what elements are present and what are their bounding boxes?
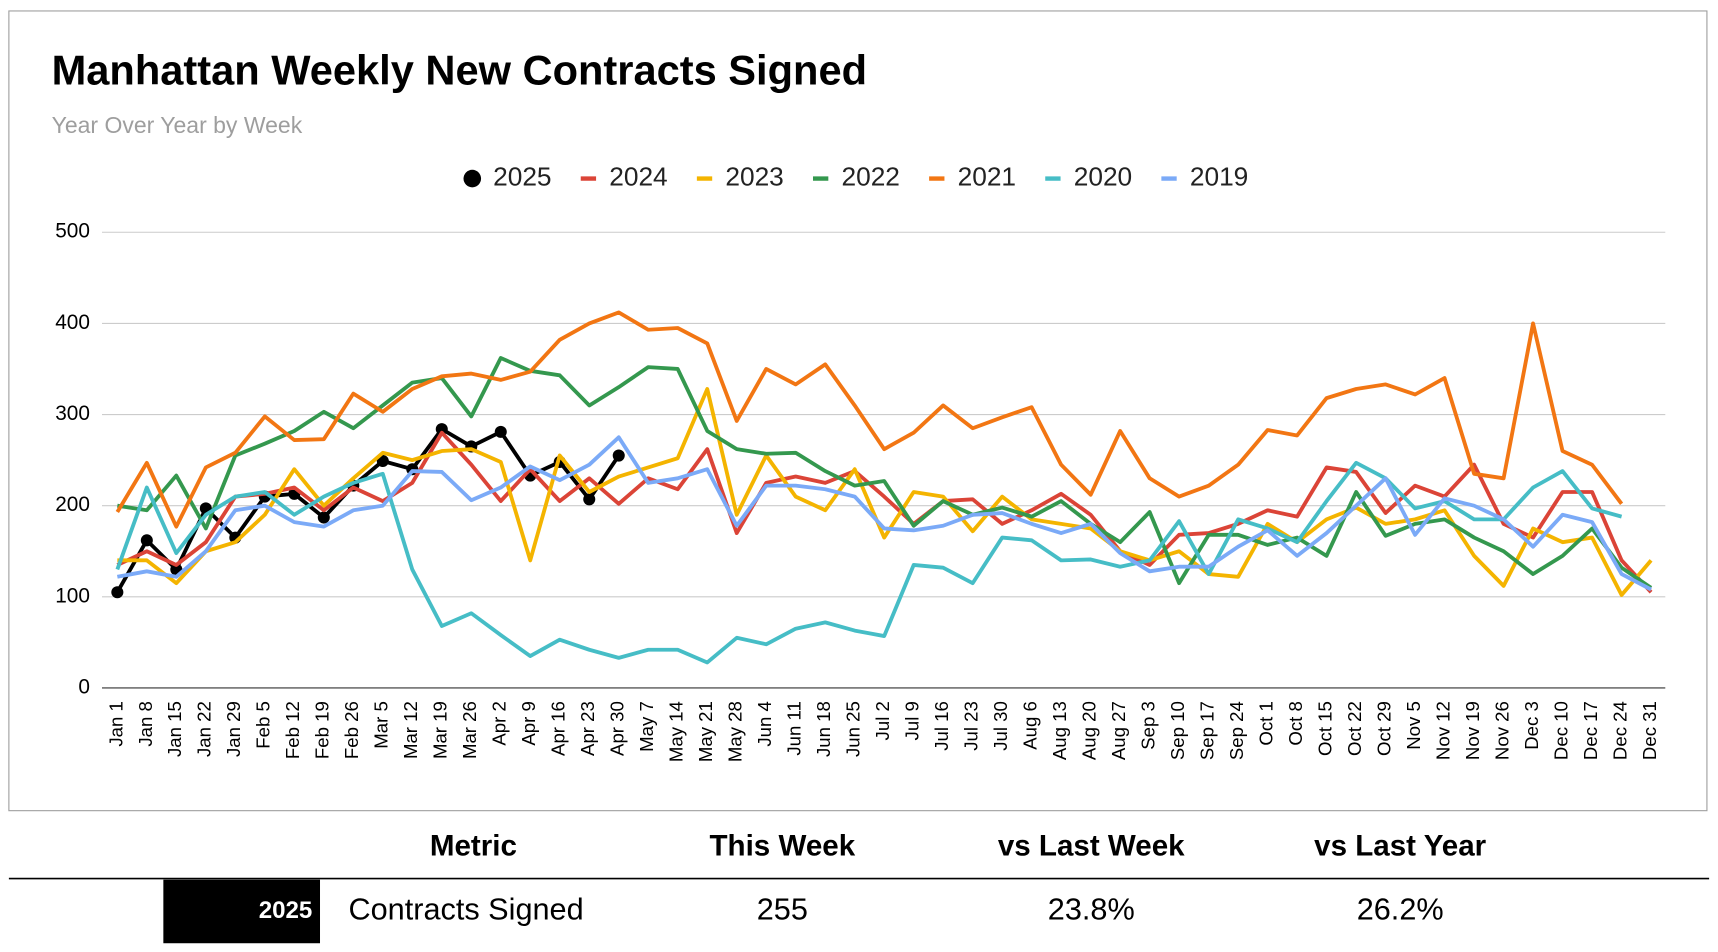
table-header: vs Last Year [1314, 830, 1487, 863]
x-tick-label: Nov 26 [1492, 701, 1513, 760]
table-header: vs Last Week [998, 830, 1185, 863]
legend-label: 2020 [1074, 162, 1132, 192]
x-tick-label: Dec 24 [1609, 701, 1630, 760]
x-tick-label: Feb 12 [282, 701, 303, 759]
x-tick-label: Aug 6 [1020, 701, 1041, 750]
x-tick-label: Jun 25 [843, 701, 864, 757]
x-tick-label: Feb 26 [341, 701, 362, 759]
table-cell: 23.8% [1048, 893, 1135, 927]
y-tick-label: 200 [55, 493, 90, 516]
x-tick-label: Sep 10 [1167, 701, 1188, 760]
series-line [117, 356, 1653, 590]
legend-label: 2025 [493, 162, 551, 192]
x-tick-label: Oct 1 [1256, 701, 1277, 745]
x-tick-label: Jul 9 [902, 701, 923, 740]
x-tick-label: Jan 8 [135, 701, 156, 747]
x-tick-label: Jun 11 [784, 701, 805, 756]
y-tick-label: 100 [55, 584, 90, 607]
x-tick-label: Mar 26 [459, 701, 480, 759]
x-tick-label: Apr 16 [548, 701, 569, 756]
x-tick-label: Dec 31 [1639, 701, 1660, 760]
x-tick-label: Sep 3 [1138, 701, 1159, 750]
x-tick-label: May 21 [695, 701, 716, 762]
x-tick-label: Apr 23 [577, 701, 598, 756]
x-tick-label: Sep 17 [1197, 701, 1218, 760]
x-tick-label: Oct 8 [1285, 701, 1306, 745]
x-tick-label: Nov 5 [1403, 701, 1424, 750]
series-line [115, 310, 1624, 529]
x-tick-label: Apr 2 [489, 701, 510, 745]
table-cell: 26.2% [1357, 893, 1444, 927]
data-point [140, 534, 153, 547]
legend-label: 2019 [1190, 162, 1248, 192]
x-tick-label: May 28 [725, 701, 746, 762]
series-line [116, 435, 1652, 592]
legend-label: 2024 [609, 162, 667, 192]
x-tick-label: Mar 5 [371, 701, 392, 749]
series-line [116, 430, 1653, 594]
x-tick-label: Mar 12 [400, 701, 421, 759]
year-badge [163, 879, 321, 944]
x-tick-label: Feb 5 [253, 701, 274, 749]
x-tick-label: Oct 29 [1374, 701, 1395, 756]
x-tick-label: Apr 30 [607, 701, 628, 756]
x-tick-label: Dec 3 [1521, 701, 1542, 750]
table-cell: Contracts Signed [348, 893, 583, 927]
x-tick-label: Jan 15 [164, 701, 185, 757]
table-header: Metric [430, 830, 517, 863]
x-tick-label: Oct 22 [1344, 701, 1365, 756]
table-cell: 255 [757, 893, 808, 927]
x-tick-label: May 7 [636, 701, 657, 752]
x-tick-label: Feb 19 [312, 701, 333, 759]
x-tick-label: Jul 2 [872, 701, 893, 740]
x-tick-label: May 14 [666, 701, 687, 762]
data-point [317, 511, 330, 524]
legend-marker [463, 169, 482, 188]
x-tick-label: Jun 18 [813, 701, 834, 757]
x-tick-label: Nov 19 [1462, 701, 1483, 760]
x-tick-label: Oct 15 [1315, 701, 1336, 756]
chart-title: Manhattan Weekly New Contracts Signed [52, 46, 867, 93]
x-tick-label: Aug 13 [1049, 701, 1070, 760]
x-tick-label: Jan 1 [105, 701, 126, 747]
data-point [376, 455, 389, 468]
data-point [435, 423, 448, 436]
x-tick-label: Dec 17 [1580, 701, 1601, 760]
series-line [117, 387, 1653, 597]
data-point [494, 425, 507, 438]
y-tick-label: 400 [55, 311, 90, 334]
legend-label: 2022 [841, 162, 899, 192]
legend-label: 2021 [958, 162, 1016, 192]
x-tick-label: Nov 12 [1433, 701, 1454, 760]
plot: 0 100 200 300 400 500 Jan 1 Jan 8 Jan 15 Jan 22 Ja… [55, 162, 1666, 762]
data-point [583, 493, 596, 506]
x-tick-label: Jul 30 [990, 701, 1011, 751]
x-tick-label: Jul 23 [961, 701, 982, 751]
chart-subtitle: Year Over Year by Week [52, 112, 303, 138]
data-point [111, 586, 124, 599]
x-tick-label: Sep 24 [1226, 701, 1247, 760]
y-tick-label: 500 [55, 220, 90, 243]
x-tick-label: Jun 4 [754, 701, 775, 747]
x-tick-label: Jan 22 [194, 701, 215, 757]
x-tick-label: Apr 9 [518, 701, 539, 745]
x-tick-label: Dec 10 [1550, 701, 1571, 760]
table-cell: 2025 [259, 897, 313, 924]
y-tick-label: 300 [55, 402, 90, 425]
x-tick-label: Mar 19 [430, 701, 451, 759]
series-line [115, 460, 1623, 665]
x-tick-label: Aug 27 [1108, 701, 1129, 760]
x-tick-label: Jan 29 [223, 701, 244, 757]
x-tick-label: Jul 16 [931, 701, 952, 751]
legend-label: 2023 [725, 162, 783, 192]
x-tick-label: Aug 20 [1079, 701, 1100, 760]
data-point [612, 449, 625, 462]
table-header: This Week [709, 830, 855, 863]
y-tick-label: 0 [78, 675, 90, 698]
